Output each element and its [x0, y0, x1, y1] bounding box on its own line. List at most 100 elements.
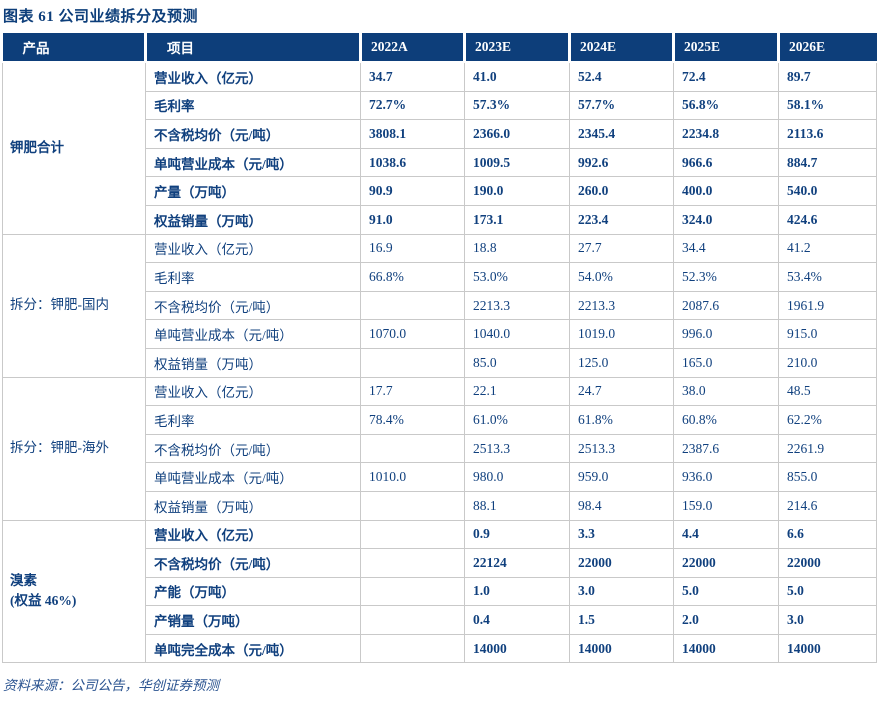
value-cell [360, 490, 465, 521]
value-cell: 159.0 [673, 490, 779, 521]
value-cell: 60.8% [673, 405, 779, 435]
value-cell: 38.0 [673, 376, 779, 407]
value-cell [360, 548, 465, 578]
table-row: 权益销量（万吨） 88.1 98.4 159.0 214.6 [3, 490, 877, 521]
item-cell: 毛利率 [145, 262, 361, 292]
value-cell: 125.0 [569, 347, 674, 378]
value-cell: 6.6 [778, 519, 877, 550]
item-cell: 不含税均价（元/吨） [145, 548, 361, 578]
value-cell: 1070.0 [360, 319, 465, 349]
col-header-year-2022A: 2022A [360, 33, 466, 63]
value-cell: 89.7 [778, 61, 877, 92]
value-cell: 1010.0 [360, 462, 465, 492]
product-cell: 溴素 (权益 46%) [2, 519, 146, 664]
item-cell: 营业收入（亿元） [145, 519, 361, 550]
value-cell [360, 576, 465, 607]
header-row: 产品 项目 2022A 2023E 2024E 2025E 2026E [2, 33, 877, 63]
value-cell: 85.0 [464, 347, 570, 378]
value-cell: 72.7% [360, 90, 465, 121]
table-row: 不含税均价（元/吨） 22124 22000 22000 22000 [3, 548, 877, 578]
col-header-item: 项目 [145, 33, 362, 63]
value-cell: 966.6 [673, 147, 779, 178]
value-cell: 2113.6 [778, 119, 877, 149]
product-cell: 拆分：钾肥-国内 [2, 233, 146, 378]
value-cell: 53.4% [778, 262, 877, 292]
value-cell [360, 433, 465, 464]
value-cell: 2261.9 [778, 433, 877, 464]
product-label-line2: (权益 46%) [10, 593, 77, 609]
item-cell: 单吨完全成本（元/吨） [145, 633, 361, 664]
value-cell: 17.7 [360, 376, 465, 407]
value-cell: 98.4 [569, 490, 674, 521]
value-cell: 210.0 [778, 347, 877, 378]
value-cell: 2.0 [673, 605, 779, 635]
item-cell: 产能（万吨） [145, 576, 361, 607]
value-cell [360, 519, 465, 550]
value-cell: 2213.3 [569, 290, 674, 321]
table-row: 产销量（万吨） 0.4 1.5 2.0 3.0 [3, 605, 877, 635]
value-cell [360, 633, 465, 664]
value-cell: 62.2% [778, 405, 877, 435]
product-label: 拆分：钾肥-国内 [10, 297, 109, 313]
value-cell: 2087.6 [673, 290, 779, 321]
value-cell: 34.7 [360, 61, 465, 92]
value-cell: 16.9 [360, 233, 465, 264]
item-cell: 毛利率 [145, 405, 361, 435]
value-cell: 1038.6 [360, 147, 465, 178]
item-cell: 产量（万吨） [145, 176, 361, 206]
item-cell: 不含税均价（元/吨） [145, 290, 361, 321]
product-label: 拆分：钾肥-海外 [10, 440, 109, 456]
value-cell: 52.3% [673, 262, 779, 292]
value-cell: 91.0 [360, 204, 465, 235]
item-cell: 营业收入（亿元） [145, 376, 361, 407]
value-cell: 2234.8 [673, 119, 779, 149]
value-cell: 1019.0 [569, 319, 674, 349]
value-cell: 173.1 [464, 204, 570, 235]
value-cell: 214.6 [778, 490, 877, 521]
value-cell: 4.4 [673, 519, 779, 550]
value-cell: 56.8% [673, 90, 779, 121]
value-cell: 72.4 [673, 61, 779, 92]
table-row: 拆分：钾肥-国内 营业收入（亿元） 16.9 18.8 27.7 34.4 41.2 [2, 233, 877, 378]
source-note: 资料来源：公司公告，华创证券预测 [3, 678, 219, 694]
value-cell: 1961.9 [778, 290, 877, 321]
value-cell: 90.9 [360, 176, 465, 206]
value-cell: 14000 [569, 633, 674, 664]
value-cell: 41.2 [778, 233, 877, 264]
table-body: 钾肥合计 营业收入（亿元） 34.7 41.0 52.4 72.4 89.7 毛利率 72.7%… [2, 61, 877, 664]
value-cell: 57.7% [569, 90, 674, 121]
table-row: 钾肥合计 营业收入（亿元） 34.7 41.0 52.4 72.4 89.7 [2, 61, 877, 235]
product-cell: 拆分：钾肥-海外 [2, 376, 146, 521]
item-cell: 营业收入（亿元） [145, 233, 361, 264]
value-cell: 1.0 [464, 576, 570, 607]
value-cell: 2387.6 [673, 433, 779, 464]
col-header-year-2024E: 2024E [569, 33, 675, 63]
performance-table: 产品 项目 2022A 2023E 2024E 2025E 2026E 钾肥合计… [2, 33, 877, 664]
value-cell: 190.0 [464, 176, 570, 206]
value-cell: 915.0 [778, 319, 877, 349]
value-cell: 996.0 [673, 319, 779, 349]
value-cell: 22000 [673, 548, 779, 578]
item-cell: 权益销量（万吨） [145, 347, 361, 378]
table-row: 溴素 (权益 46%) 营业收入（亿元） 0.9 3.3 4.4 6.6 [2, 519, 877, 664]
item-cell: 产销量（万吨） [145, 605, 361, 635]
table-row: 权益销量（万吨） 91.0 173.1 223.4 324.0 424.6 [3, 204, 877, 235]
item-cell: 权益销量（万吨） [145, 204, 361, 235]
value-cell: 2366.0 [464, 119, 570, 149]
value-cell: 61.0% [464, 405, 570, 435]
value-cell: 52.4 [569, 61, 674, 92]
item-cell: 营业收入（亿元） [145, 61, 361, 92]
value-cell: 884.7 [778, 147, 877, 178]
value-cell: 18.8 [464, 233, 570, 264]
value-cell: 41.0 [464, 61, 570, 92]
value-cell: 1.5 [569, 605, 674, 635]
value-cell: 400.0 [673, 176, 779, 206]
value-cell: 2513.3 [569, 433, 674, 464]
value-cell [360, 290, 465, 321]
value-cell: 2345.4 [569, 119, 674, 149]
value-cell: 22000 [778, 548, 877, 578]
value-cell: 22124 [464, 548, 570, 578]
col-header-product: 产品 [2, 33, 147, 63]
table-row: 单吨完全成本（元/吨） 14000 14000 14000 14000 [3, 633, 877, 664]
value-cell: 936.0 [673, 462, 779, 492]
